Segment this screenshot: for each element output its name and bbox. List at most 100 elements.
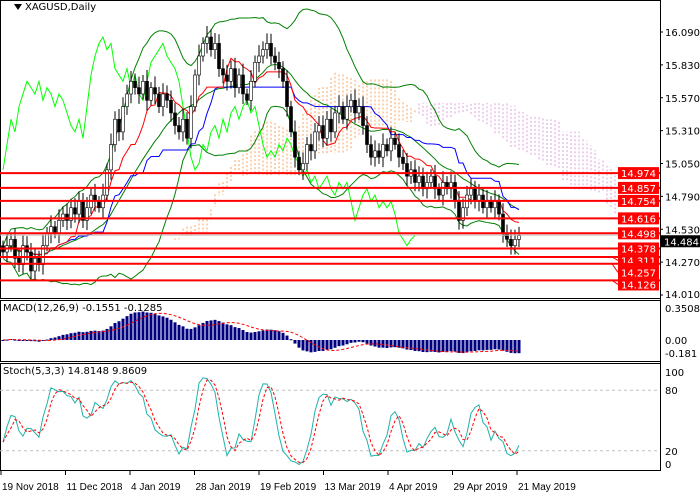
macd-histogram-bar [133, 312, 137, 340]
macd-histogram-bar [421, 340, 425, 353]
macd-histogram-bar [413, 340, 417, 351]
candle-body [161, 93, 165, 107]
macd-histogram-bar [145, 312, 149, 340]
macd-histogram-bar [261, 330, 265, 340]
macd-histogram-bar [369, 340, 373, 346]
macd-histogram-bar [509, 340, 513, 353]
bollinger-lower-line [2, 105, 520, 286]
stoch-tick-label: 20 [665, 447, 678, 458]
candle-body [501, 213, 505, 234]
candle-body [461, 207, 465, 221]
candle-body [349, 99, 353, 107]
macd-histogram-bar [469, 340, 473, 352]
candle-body [105, 169, 109, 196]
candle-body [173, 112, 177, 126]
level-label: 14.754 [621, 197, 656, 208]
stoch-tick-label: 100 [665, 368, 684, 379]
candle-body [217, 43, 221, 69]
stoch-title: Stoch(5,3,3) 14.8148 9.8609 [3, 366, 148, 377]
level-label: 14.857 [621, 184, 656, 195]
candle-body [357, 106, 361, 114]
macd-histogram-bar [293, 340, 297, 344]
candle-body [293, 131, 297, 158]
candle-body [133, 81, 137, 88]
macd-histogram-bar [489, 340, 493, 350]
candle-body [369, 144, 373, 158]
macd-histogram-bar [429, 340, 433, 352]
macd-histogram-bar [389, 340, 393, 348]
macd-histogram-bar [265, 329, 269, 340]
candle-body [193, 74, 197, 107]
candle-body [513, 239, 517, 246]
candle-body [113, 118, 117, 145]
bollinger-upper-line [2, 8, 520, 246]
candle-body [229, 68, 233, 82]
macd-histogram-bar [25, 340, 29, 341]
level-leader-line [611, 256, 619, 261]
macd-histogram-bar [481, 340, 485, 351]
candle-body [233, 68, 237, 88]
macd-histogram-bar [217, 321, 221, 340]
macd-histogram-bar [385, 340, 389, 348]
macd-histogram-bar [241, 329, 245, 340]
macd-histogram-bar [433, 340, 437, 353]
macd-histogram-bar [297, 340, 301, 348]
level-leader-line [611, 279, 619, 285]
candle-body [225, 74, 229, 82]
level-label-box [618, 212, 659, 225]
macd-histogram-bar [37, 340, 41, 342]
level-label-box [618, 227, 659, 240]
macd-histogram-bar [341, 340, 345, 346]
candle-body [85, 207, 89, 221]
macd-histogram-bar [185, 328, 189, 340]
macd-histogram-bar [113, 322, 117, 340]
candle-body [9, 239, 13, 246]
panel-frame [0, 0, 661, 299]
macd-histogram-bar [497, 340, 501, 350]
candle-body [117, 118, 121, 133]
macd-histogram-bar [257, 331, 261, 340]
macd-histogram-bar [513, 340, 517, 354]
macd-histogram-bar [233, 327, 237, 340]
candle-body [301, 163, 305, 171]
macd-histogram-bar [273, 330, 277, 340]
stoch-main-line [2, 377, 520, 466]
macd-histogram-bar [357, 340, 361, 342]
macd-histogram-bar [425, 340, 429, 353]
macd-histogram-bar [61, 334, 65, 340]
candle-body [157, 93, 161, 107]
macd-histogram-bar [197, 325, 201, 340]
price-tick-label: 14.790 [665, 192, 700, 203]
candle-body [189, 106, 193, 139]
candle-body [373, 150, 377, 158]
candle-body [249, 81, 253, 101]
level-label: 14.498 [621, 229, 656, 240]
macd-histogram-bar [441, 340, 445, 352]
candle-body [77, 201, 81, 215]
macd-histogram-bar [141, 311, 145, 340]
macd-histogram-bar [457, 340, 461, 353]
candle-body [177, 125, 181, 133]
candle-body [205, 36, 209, 44]
candle-body [209, 36, 213, 51]
macd-histogram-bar [277, 331, 281, 340]
macd-histogram-bar [381, 340, 385, 348]
candle-body [57, 220, 61, 234]
macd-histogram-bar [193, 327, 197, 340]
macd-histogram-bar [325, 340, 329, 350]
date-tick-label: 19 Feb 2019 [260, 482, 317, 493]
macd-histogram-bar [409, 340, 413, 350]
macd-histogram-bar [165, 317, 169, 340]
macd-tick-label: -0.181 [665, 349, 697, 360]
macd-histogram-bar [173, 322, 177, 340]
chart-title: XAGUSD,Daily [14, 2, 96, 13]
macd-histogram-bar [373, 340, 377, 347]
level-label: 14.257 [621, 268, 656, 279]
level-label-box [618, 266, 659, 279]
macd-histogram-bar [57, 336, 61, 340]
macd-histogram-bar [201, 322, 205, 340]
macd-histogram-bar [225, 324, 229, 340]
macd-histogram-bar [85, 331, 89, 340]
macd-histogram-bar [417, 340, 421, 352]
macd-histogram-bar [169, 319, 173, 340]
